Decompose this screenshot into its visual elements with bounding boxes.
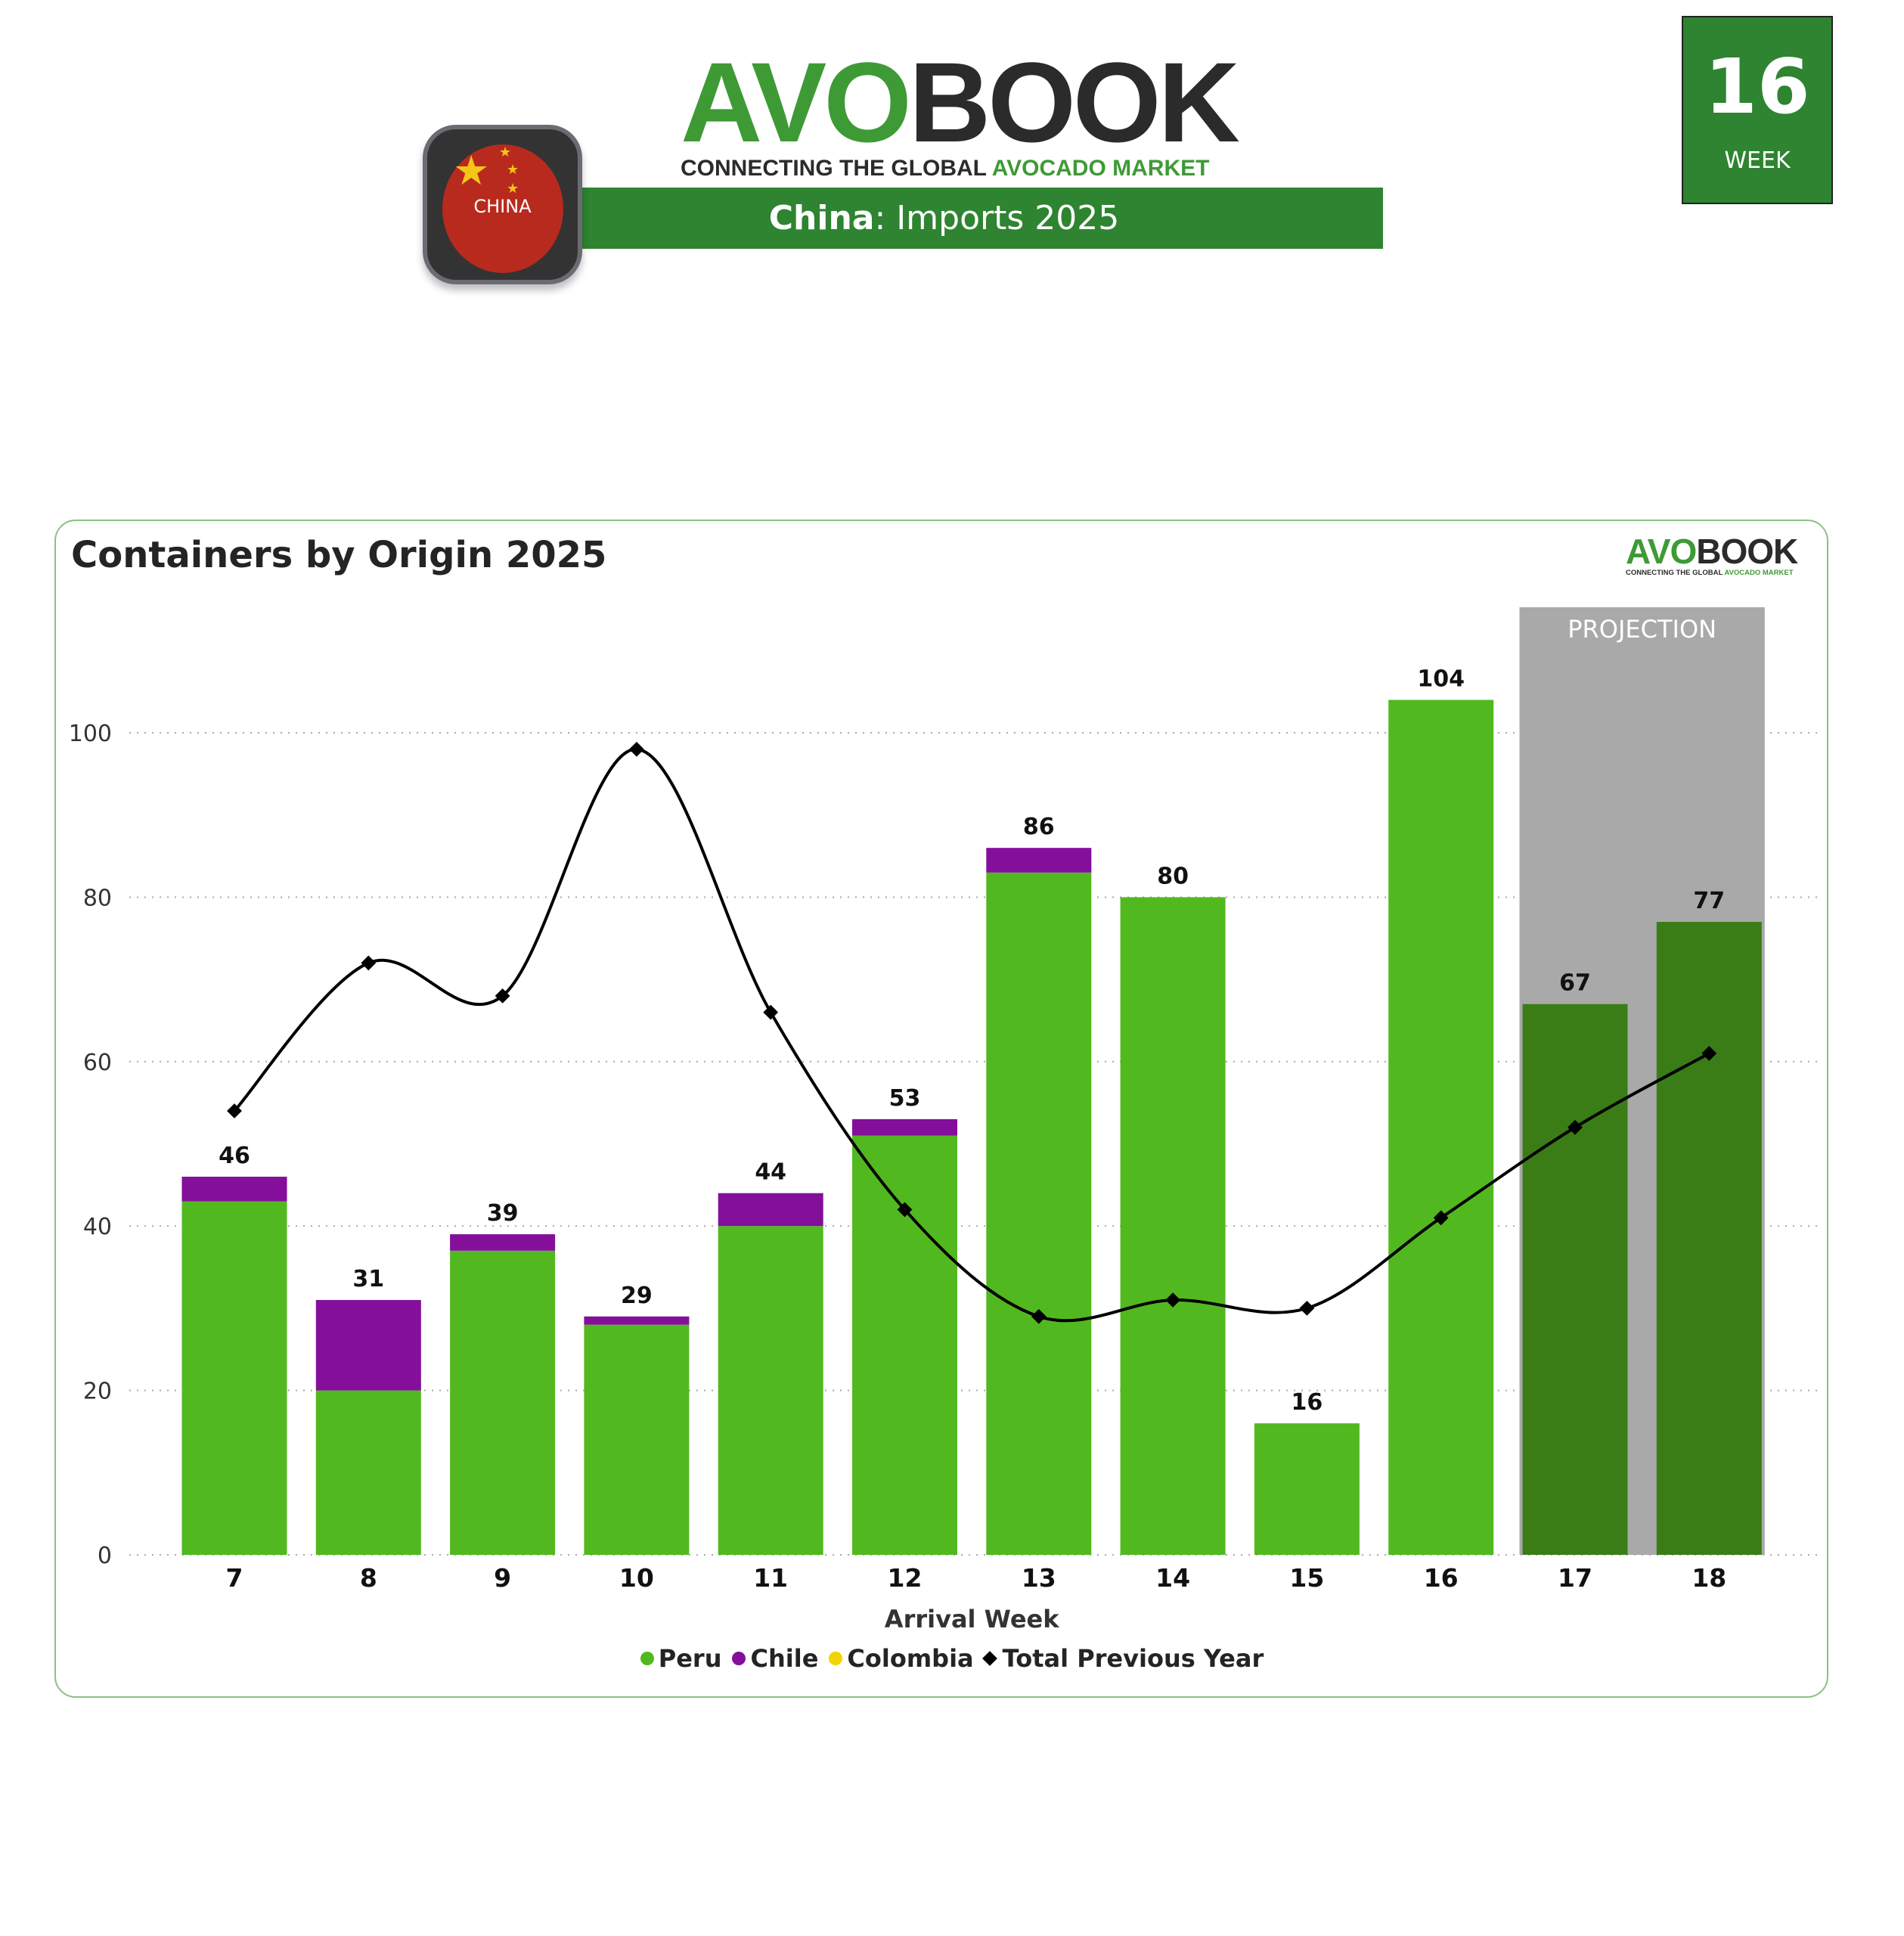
week-number: 16: [1704, 42, 1810, 131]
banner-country: China: [768, 199, 875, 237]
bar-chile-week-12: [852, 1118, 957, 1136]
bar-peru-week-10: [584, 1324, 690, 1555]
y-tick-label: 100: [69, 721, 112, 747]
x-tick-label: 12: [888, 1563, 923, 1593]
title-banner: China: Imports 2025: [505, 188, 1383, 249]
data-label: 31: [352, 1266, 384, 1292]
x-axis-title: Arrival Week: [885, 1605, 1059, 1634]
x-tick-label: 16: [1424, 1563, 1459, 1593]
bar-chile-week-10: [584, 1316, 690, 1325]
bar-peru-week-17: [1522, 1004, 1628, 1555]
bar-peru-week-8: [315, 1390, 421, 1555]
logo-avo: AVO: [681, 39, 912, 166]
previous-year-marker: [227, 1103, 242, 1118]
avobook-mini-logo: AVOBOOK CONNECTING THE GLOBAL AVOCADO MA…: [1626, 534, 1822, 581]
x-tick-label: 15: [1289, 1563, 1324, 1593]
data-label: 29: [621, 1283, 653, 1309]
mini-logo-book: BOOK: [1696, 532, 1798, 571]
previous-year-marker: [361, 955, 377, 971]
legend-colombia[interactable]: Colombia: [829, 1644, 974, 1673]
tagline-dark: CONNECTING THE GLOBAL: [681, 156, 987, 181]
bar-peru-week-15: [1254, 1423, 1360, 1555]
bar-peru-week-16: [1388, 700, 1494, 1555]
x-tick-label: 7: [226, 1563, 243, 1593]
data-label: 53: [889, 1085, 921, 1112]
bar-peru-week-18: [1656, 922, 1762, 1555]
bar-peru-week-13: [986, 872, 1092, 1555]
data-label: 16: [1292, 1389, 1323, 1416]
mini-tagline-dark: CONNECTING THE GLOBAL: [1626, 569, 1723, 577]
y-tick-label: 80: [83, 885, 112, 911]
bar-chile-week-9: [450, 1234, 556, 1251]
x-tick-label: 18: [1692, 1563, 1726, 1593]
data-label: 80: [1157, 863, 1189, 889]
week-badge: 16 WEEK: [1682, 16, 1833, 204]
mini-logo-avo: AVO: [1626, 532, 1697, 571]
projection-label: PROJECTION: [1568, 615, 1716, 644]
x-tick-label: 14: [1155, 1563, 1190, 1593]
previous-year-marker: [1165, 1292, 1180, 1308]
data-label: 77: [1693, 888, 1725, 914]
previous-year-marker: [1031, 1308, 1047, 1324]
data-label: 39: [487, 1200, 519, 1227]
chart-card: [54, 520, 1828, 1698]
x-tick-label: 8: [360, 1563, 377, 1593]
week-label: WEEK: [1724, 147, 1791, 174]
y-tick-label: 20: [83, 1379, 112, 1405]
bar-peru-week-9: [450, 1250, 556, 1555]
y-tick-label: 40: [83, 1214, 112, 1240]
bar-chile-week-8: [315, 1300, 421, 1391]
bar-peru-week-7: [181, 1201, 287, 1555]
data-label: 67: [1559, 970, 1591, 997]
y-tick-label: 60: [83, 1050, 112, 1076]
data-label: 44: [755, 1159, 786, 1186]
mini-tagline-green: AVOCADO MARKET: [1724, 569, 1794, 577]
legend-peru[interactable]: Peru: [640, 1644, 722, 1673]
flag-label: CHINA: [473, 196, 532, 217]
legend-label: Colombia: [847, 1644, 974, 1673]
tagline-green: AVOCADO MARKET: [991, 156, 1210, 181]
bar-chile-week-13: [986, 848, 1092, 873]
data-label: 104: [1417, 666, 1465, 693]
previous-year-marker: [1701, 1046, 1717, 1061]
chart-title: Containers by Origin 2025: [71, 534, 607, 576]
bar-chile-week-7: [181, 1176, 287, 1202]
banner-title: : Imports 2025: [874, 199, 1120, 237]
china-flag-icon: ★ ★ ★ ★ CHINA: [423, 125, 582, 284]
bar-chile-week-11: [718, 1193, 823, 1227]
x-tick-label: 17: [1558, 1563, 1592, 1593]
legend-label: Peru: [658, 1644, 722, 1673]
previous-year-marker: [629, 741, 644, 757]
legend: Peru Chile Colombia Total Previous Year: [0, 1644, 1904, 1673]
previous-year-marker: [897, 1202, 913, 1218]
y-tick-label: 0: [98, 1543, 112, 1569]
legend-label: Chile: [750, 1644, 819, 1673]
legend-label: Total Previous Year: [1002, 1644, 1264, 1673]
previous-year-marker: [1568, 1119, 1583, 1135]
previous-year-marker: [763, 1004, 779, 1020]
legend-previous-year[interactable]: Total Previous Year: [981, 1644, 1264, 1673]
legend-chile[interactable]: Chile: [732, 1644, 818, 1673]
bar-peru-week-14: [1120, 897, 1226, 1555]
bar-peru-week-11: [718, 1226, 823, 1555]
x-tick-label: 9: [494, 1563, 511, 1593]
data-label: 86: [1023, 814, 1055, 840]
data-label: 46: [219, 1143, 250, 1169]
x-tick-label: 13: [1022, 1563, 1056, 1593]
bar-peru-week-12: [852, 1135, 957, 1555]
tagline: CONNECTING THE GLOBAL AVOCADO MARKET: [681, 156, 1209, 182]
avobook-logo: AVOBOOK: [681, 45, 1240, 159]
logo-book: BOOK: [908, 39, 1240, 166]
x-tick-label: 10: [619, 1563, 654, 1593]
previous-year-marker: [1299, 1301, 1315, 1316]
previous-year-marker: [1433, 1210, 1449, 1226]
x-tick-label: 11: [753, 1563, 788, 1593]
previous-year-marker: [495, 988, 510, 1004]
